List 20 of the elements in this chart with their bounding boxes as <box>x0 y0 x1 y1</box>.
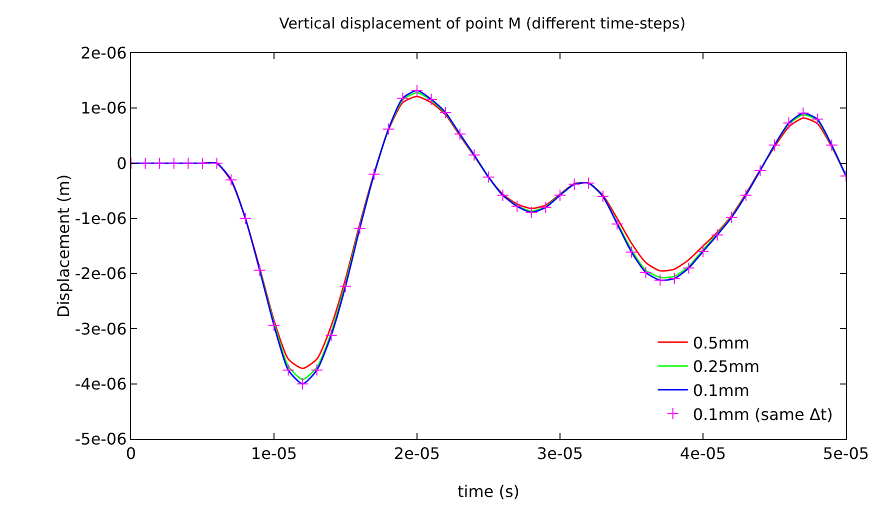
y-tick-label: 0 <box>116 154 127 173</box>
x-tick-label: 1e-05 <box>250 444 298 464</box>
x-axis-title: time (s) <box>457 482 520 501</box>
y-tick-label: 1e-06 <box>80 98 127 118</box>
y-tick-label: -4e-06 <box>74 374 127 394</box>
chart-title: Vertical displacement of point M (different time-steps) <box>279 14 686 32</box>
x-tick-label: 4e-05 <box>680 444 726 464</box>
x-tick-label: 5e-05 <box>822 444 870 464</box>
y-tick-label: -5e-06 <box>74 430 127 449</box>
x-tick-label: 3e-05 <box>536 444 584 464</box>
y-axis-title: Displacement (m) <box>54 174 73 318</box>
legend-label: 0.25mm <box>692 357 760 376</box>
legend-label: 0.1mm (same Δt) <box>692 404 833 424</box>
y-tick-label: -1e-06 <box>74 209 127 228</box>
legend-label: 0.1mm <box>692 381 750 400</box>
legend-label: 0.5mm <box>692 333 750 352</box>
y-tick-label: -3e-06 <box>74 319 127 338</box>
y-tick-label: 2e-06 <box>80 44 127 63</box>
x-tick-label: 2e-05 <box>394 444 440 464</box>
y-tick-label: -2e-06 <box>74 264 127 284</box>
